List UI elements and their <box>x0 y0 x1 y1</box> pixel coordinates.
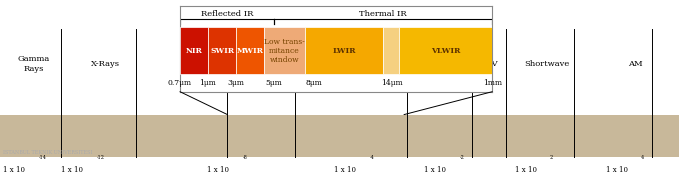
Text: TV: TV <box>486 60 498 68</box>
Bar <box>208 27 236 74</box>
Text: Reflected IR: Reflected IR <box>200 10 253 18</box>
Text: 1 x 10: 1 x 10 <box>61 166 83 174</box>
Bar <box>0 115 679 157</box>
Text: 1 x 10: 1 x 10 <box>207 166 229 174</box>
Bar <box>180 27 208 74</box>
Text: 1 x 10: 1 x 10 <box>606 166 627 174</box>
Bar <box>236 27 264 74</box>
Text: -14: -14 <box>39 155 47 160</box>
Text: MWIR: MWIR <box>237 47 263 55</box>
Text: 14μm: 14μm <box>382 79 403 87</box>
Text: 1mm: 1mm <box>483 79 502 87</box>
Text: 1 x 10: 1 x 10 <box>515 166 536 174</box>
Text: NIR: NIR <box>185 47 202 55</box>
Text: Ultraviolet
Rays: Ultraviolet Rays <box>185 55 230 73</box>
Text: Thermal IR: Thermal IR <box>359 10 407 18</box>
Text: AM: AM <box>627 60 642 68</box>
Bar <box>264 27 305 74</box>
Text: SWIR: SWIR <box>210 47 234 55</box>
Text: 1 x 10: 1 x 10 <box>424 166 446 174</box>
Text: -8: -8 <box>242 155 247 160</box>
Text: 0.7μm: 0.7μm <box>168 79 192 87</box>
Text: FM: FM <box>451 60 466 68</box>
Text: -12: -12 <box>96 155 105 160</box>
Text: VLWIR: VLWIR <box>430 47 460 55</box>
Text: 8μm: 8μm <box>306 79 323 87</box>
Text: 3μm: 3μm <box>227 79 244 87</box>
Bar <box>305 27 383 74</box>
Text: 1μm: 1μm <box>200 79 217 87</box>
Text: LWIR: LWIR <box>332 47 356 55</box>
Text: Shortwave: Shortwave <box>524 60 569 68</box>
Text: Low trans-
mitance
window: Low trans- mitance window <box>264 38 305 64</box>
Text: 4: 4 <box>641 155 644 160</box>
Text: -2: -2 <box>460 155 464 160</box>
Text: -4: -4 <box>369 155 374 160</box>
Text: Radar: Radar <box>371 60 397 68</box>
Bar <box>399 27 492 74</box>
Text: 5μm: 5μm <box>265 79 282 87</box>
Text: 2: 2 <box>550 155 553 160</box>
Text: 1 x 10: 1 x 10 <box>3 166 25 174</box>
Text: X-Rays: X-Rays <box>91 60 120 68</box>
Text: Infrared
Rays: Infrared Rays <box>257 55 293 73</box>
Text: 1 x 10: 1 x 10 <box>334 166 356 174</box>
Text: Gamma
Rays: Gamma Rays <box>18 55 50 73</box>
Text: ISTANBUL TEKNIK UNIVERSITESI: ISTANBUL TEKNIK UNIVERSITESI <box>3 150 93 155</box>
Bar <box>383 27 399 74</box>
